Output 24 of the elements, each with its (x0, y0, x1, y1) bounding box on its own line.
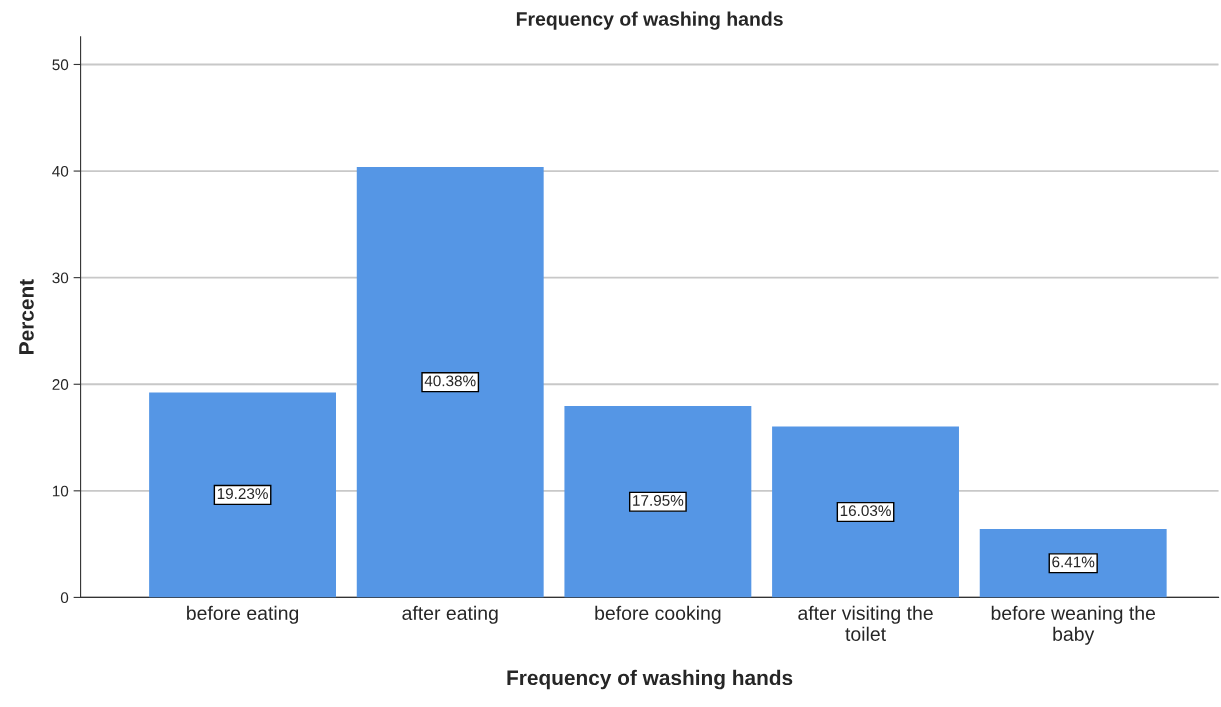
data-label: 17.95% (633, 495, 684, 506)
x-tick-label: before cooking (595, 605, 721, 624)
data-label: 6.41% (1052, 556, 1095, 568)
y-tick-label: 0 (60, 592, 69, 604)
x-tick-label: before eating (187, 605, 299, 624)
y-tick-label: 10 (52, 485, 69, 497)
chart-title: Frequency of washing hands (516, 11, 783, 30)
bar (356, 167, 544, 598)
y-tick-label: 50 (52, 59, 69, 71)
x-tick-label: before weaning the baby (991, 605, 1156, 645)
x-tick-label: after eating (402, 605, 498, 624)
bar (149, 392, 337, 598)
y-axis-title: Percent (19, 279, 34, 354)
bar (564, 406, 752, 598)
data-label: 19.23% (217, 488, 268, 500)
bar (772, 426, 959, 598)
y-tick-label: 40 (52, 165, 69, 177)
data-label: 40.38% (424, 375, 476, 387)
x-tick-label: after visiting the toilet (798, 605, 933, 641)
bar (979, 529, 1167, 598)
y-tick-label: 30 (52, 272, 69, 284)
data-label: 16.03% (840, 505, 891, 517)
x-axis-title: Frequency of washing hands (507, 669, 793, 690)
y-tick-label: 20 (52, 379, 69, 390)
